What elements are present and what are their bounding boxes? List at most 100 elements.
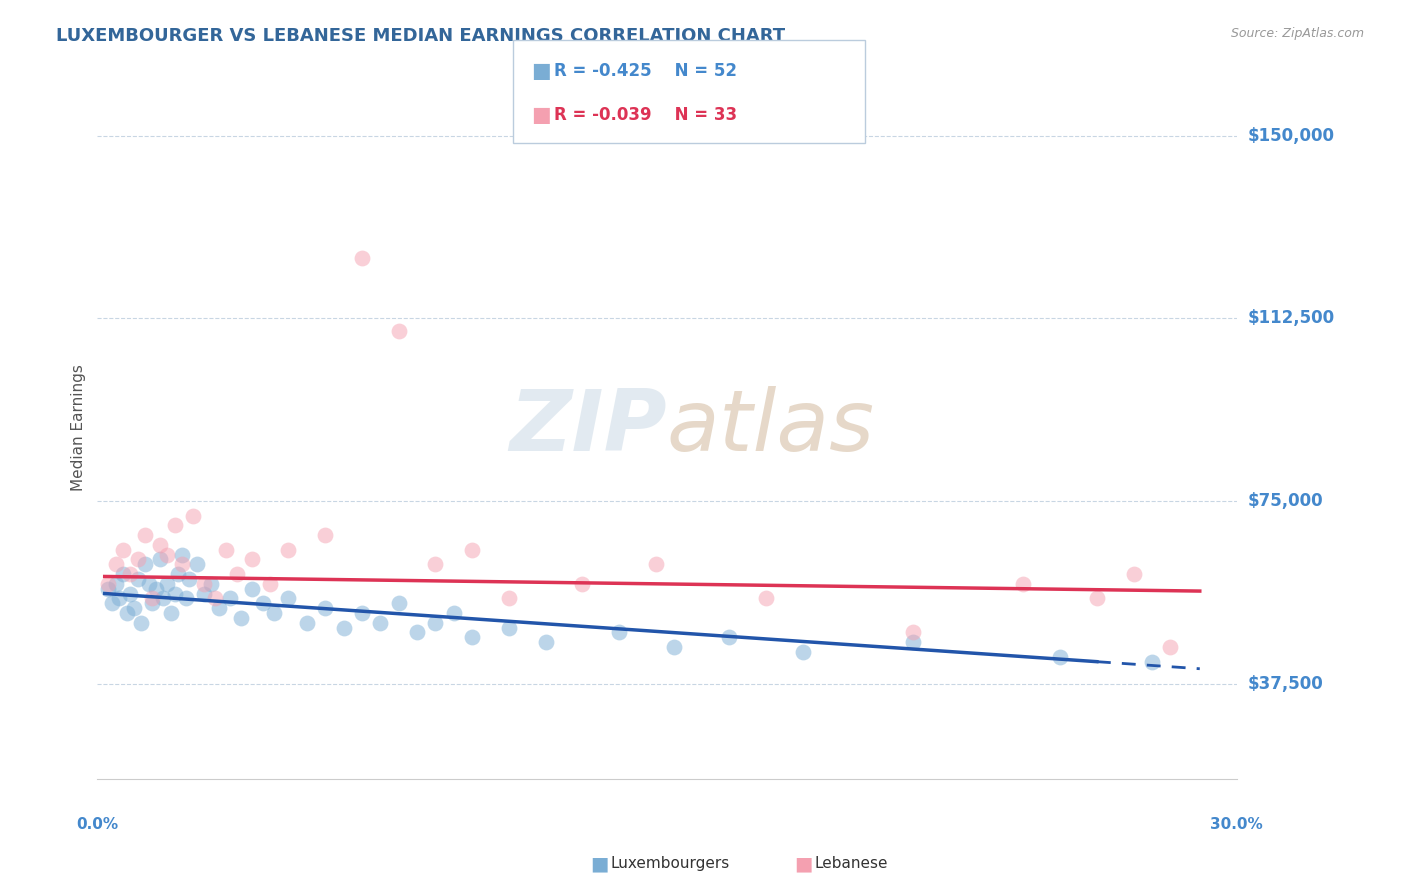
Point (104, 558, 127, 572)
Point (218, 591, 240, 606)
Point (134, 558, 156, 572)
Text: 0.0%: 0.0% (76, 817, 118, 832)
Point (314, 601, 336, 615)
Point (163, 586, 186, 600)
Point (112, 542, 135, 557)
Point (97, 576, 120, 591)
Point (97, 582, 120, 596)
Point (193, 576, 215, 591)
Point (127, 572, 149, 586)
Point (204, 591, 226, 606)
Point (115, 606, 138, 620)
Point (425, 558, 447, 572)
Text: $37,500: $37,500 (1247, 674, 1323, 692)
Text: ■: ■ (794, 854, 813, 873)
Point (252, 596, 274, 610)
Point (145, 582, 167, 596)
Point (163, 518, 186, 533)
Point (1012, 576, 1035, 591)
Point (149, 552, 172, 566)
Point (718, 630, 741, 644)
Point (174, 591, 197, 606)
Y-axis label: Median Earnings: Median Earnings (72, 365, 86, 491)
Point (101, 596, 124, 610)
Point (170, 558, 193, 572)
Point (156, 576, 179, 591)
Point (170, 548, 193, 562)
Point (901, 635, 924, 649)
Point (1085, 591, 1108, 606)
Text: $150,000: $150,000 (1247, 127, 1334, 145)
Point (193, 586, 215, 600)
Point (108, 591, 131, 606)
Point (181, 508, 204, 523)
Point (350, 606, 373, 620)
Point (406, 625, 429, 640)
Point (314, 528, 336, 542)
Point (167, 567, 190, 582)
Text: 30.0%: 30.0% (1211, 817, 1263, 832)
Point (131, 615, 153, 630)
Point (295, 615, 318, 630)
Point (215, 542, 238, 557)
Point (120, 567, 142, 582)
Text: Luxembourgers: Luxembourgers (610, 856, 730, 871)
Point (104, 576, 127, 591)
Text: ZIP: ZIP (509, 386, 666, 469)
Text: Lebanese: Lebanese (814, 856, 887, 871)
Point (149, 538, 172, 552)
Point (571, 576, 593, 591)
Point (368, 615, 391, 630)
Point (186, 558, 208, 572)
Point (152, 591, 174, 606)
Point (1122, 567, 1144, 582)
Point (498, 621, 520, 635)
Point (388, 596, 411, 610)
Point (122, 601, 145, 615)
Point (1140, 655, 1163, 669)
Point (664, 640, 686, 654)
Point (240, 582, 263, 596)
Point (755, 591, 778, 606)
Point (461, 542, 484, 557)
Point (138, 576, 160, 591)
Point (534, 635, 557, 649)
Point (425, 615, 447, 630)
Text: Source: ZipAtlas.com: Source: ZipAtlas.com (1230, 27, 1364, 40)
Point (607, 625, 630, 640)
Text: R = -0.039    N = 33: R = -0.039 N = 33 (554, 106, 737, 124)
Point (134, 528, 156, 542)
Point (388, 324, 411, 338)
Text: ■: ■ (531, 61, 551, 81)
Point (179, 572, 201, 586)
Text: $75,000: $75,000 (1247, 492, 1323, 510)
Text: R = -0.425    N = 52: R = -0.425 N = 52 (554, 62, 737, 79)
Point (350, 251, 373, 265)
Point (240, 552, 263, 566)
Point (901, 625, 924, 640)
Point (141, 596, 163, 610)
Point (200, 576, 222, 591)
Point (332, 621, 354, 635)
Point (226, 567, 249, 582)
Point (263, 606, 285, 620)
Point (160, 606, 183, 620)
Point (112, 567, 135, 582)
Point (1159, 640, 1181, 654)
Point (792, 645, 814, 659)
Text: $112,500: $112,500 (1247, 310, 1334, 327)
Point (127, 552, 149, 566)
Text: atlas: atlas (666, 386, 875, 469)
Point (1049, 649, 1071, 664)
Text: LUXEMBOURGER VS LEBANESE MEDIAN EARNINGS CORRELATION CHART: LUXEMBOURGER VS LEBANESE MEDIAN EARNINGS… (56, 27, 786, 45)
Point (229, 611, 252, 625)
Point (259, 576, 281, 591)
Point (141, 591, 163, 606)
Point (207, 601, 229, 615)
Point (645, 558, 668, 572)
Point (156, 548, 179, 562)
Point (443, 606, 465, 620)
Point (277, 591, 299, 606)
Point (277, 542, 299, 557)
Point (498, 591, 520, 606)
